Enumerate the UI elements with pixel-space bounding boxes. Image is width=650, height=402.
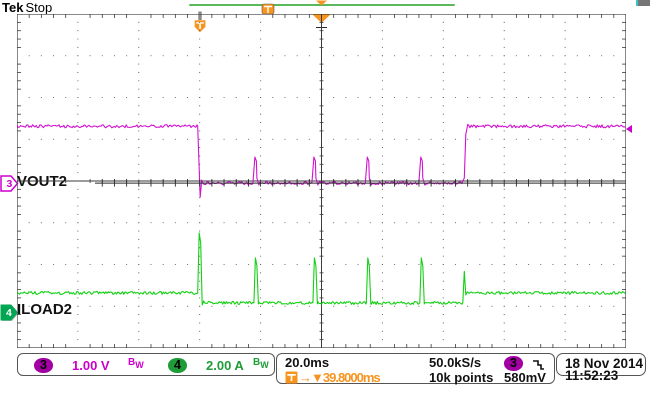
svg-text:3: 3 — [7, 178, 13, 190]
svg-text:4: 4 — [6, 307, 12, 319]
